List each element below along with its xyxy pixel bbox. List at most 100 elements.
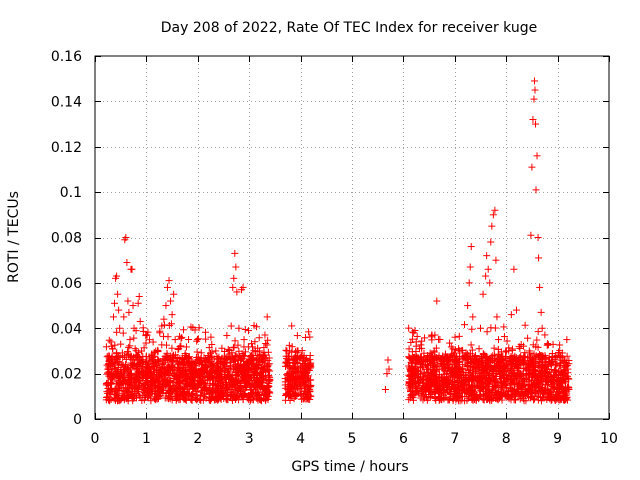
data-point xyxy=(123,258,131,266)
data-point xyxy=(124,297,132,305)
data-point xyxy=(488,222,496,230)
data-point xyxy=(530,77,538,85)
data-point xyxy=(487,238,495,246)
y-tick-label: 0.1 xyxy=(60,185,82,201)
x-tick-label: 5 xyxy=(348,431,357,447)
data-point xyxy=(535,254,543,262)
y-tick-label: 0 xyxy=(73,412,82,428)
data-point xyxy=(531,86,539,94)
data-point xyxy=(530,95,538,103)
data-point xyxy=(120,313,128,321)
data-point xyxy=(231,249,239,257)
data-point xyxy=(466,263,474,271)
data-point xyxy=(483,252,491,260)
data-point xyxy=(534,234,542,241)
data-point xyxy=(135,292,143,300)
data-point xyxy=(528,163,536,171)
data-point xyxy=(531,120,539,128)
data-point xyxy=(479,290,487,298)
data-point xyxy=(171,336,179,344)
data-point xyxy=(163,283,171,291)
data-point xyxy=(529,116,537,124)
data-point xyxy=(174,346,182,354)
data-point xyxy=(492,256,500,264)
data-point xyxy=(240,336,248,344)
y-tick-label: 0.14 xyxy=(51,94,82,110)
data-point xyxy=(484,265,492,273)
data-point xyxy=(170,290,178,298)
y-tick-label: 0.02 xyxy=(51,367,82,383)
data-point xyxy=(207,333,215,341)
data-point xyxy=(491,206,499,214)
y-tick-label: 0.06 xyxy=(51,276,82,292)
data-point xyxy=(202,328,210,336)
data-point xyxy=(467,243,475,251)
data-point xyxy=(126,336,134,344)
data-point xyxy=(263,313,271,321)
data-point xyxy=(165,277,173,285)
data-point xyxy=(115,306,123,314)
data-point xyxy=(244,327,252,335)
data-point xyxy=(231,337,239,345)
data-point xyxy=(482,272,490,280)
data-point xyxy=(111,299,119,307)
data-point xyxy=(134,299,142,307)
chart-title: Day 208 of 2022, Rate Of TEC Index for r… xyxy=(161,20,537,36)
data-point xyxy=(239,283,247,291)
data-point xyxy=(113,272,121,280)
data-point xyxy=(469,313,477,321)
data-point xyxy=(486,279,494,287)
y-tick-label: 0.04 xyxy=(51,321,82,337)
data-point xyxy=(536,283,544,291)
x-tick-label: 8 xyxy=(502,431,511,447)
data-point xyxy=(464,302,472,310)
data-point xyxy=(162,302,170,310)
data-point xyxy=(538,324,546,332)
data-point xyxy=(114,290,122,298)
data-point xyxy=(167,297,175,305)
data-point xyxy=(233,288,241,296)
data-point xyxy=(512,306,520,314)
data-point xyxy=(230,274,238,282)
y-tick-label: 0.08 xyxy=(51,231,82,247)
x-tick-label: 2 xyxy=(193,431,202,447)
x-tick-label: 0 xyxy=(91,431,100,447)
data-point xyxy=(493,313,501,321)
data-points xyxy=(102,77,573,405)
data-point xyxy=(125,308,133,316)
y-axis-label: ROTI / TECUs xyxy=(6,191,22,283)
x-tick-label: 9 xyxy=(553,431,562,447)
x-tick-label: 4 xyxy=(296,431,305,447)
data-point xyxy=(477,324,484,332)
data-point xyxy=(168,311,176,319)
data-point xyxy=(227,322,235,330)
data-point xyxy=(212,347,220,355)
data-point xyxy=(465,279,473,287)
data-point xyxy=(116,324,124,332)
data-point xyxy=(384,356,392,364)
data-point xyxy=(494,336,502,344)
x-tick-label: 1 xyxy=(142,431,151,447)
data-point xyxy=(533,152,541,160)
data-point xyxy=(130,334,138,342)
grid-lines xyxy=(95,56,609,419)
data-point xyxy=(510,265,518,273)
data-point xyxy=(235,324,243,332)
data-point xyxy=(232,263,240,271)
data-point xyxy=(117,340,125,348)
data-point xyxy=(229,344,237,352)
data-point xyxy=(489,211,497,219)
x-tick-label: 3 xyxy=(245,431,254,447)
data-point xyxy=(128,265,136,273)
y-tick-labels: 0 0.02 0.04 0.06 0.08 0.1 0.12 0.14 0.16 xyxy=(51,49,82,428)
data-point xyxy=(165,322,173,330)
data-point xyxy=(168,344,176,352)
data-point xyxy=(109,345,117,353)
y-tick-label: 0.16 xyxy=(51,49,82,65)
data-point xyxy=(136,317,144,325)
data-point xyxy=(385,365,393,373)
x-tick-label: 10 xyxy=(600,431,618,447)
data-point xyxy=(433,297,441,305)
data-point xyxy=(234,341,242,349)
x-tick-label: 6 xyxy=(399,431,408,447)
